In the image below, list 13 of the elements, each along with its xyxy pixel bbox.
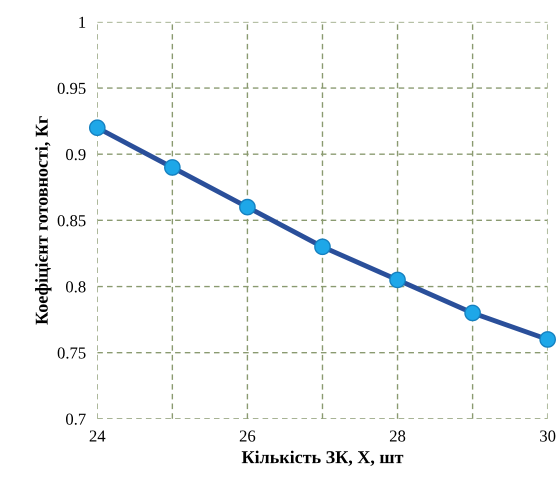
x-axis-title: Кількість ЗК, X, шт xyxy=(242,450,404,466)
x-tick-label: 26 xyxy=(240,430,256,442)
y-tick-label: 0.85 xyxy=(58,215,86,226)
y-tick-label: 0.75 xyxy=(58,347,86,359)
y-axis-title: Коефіцієнт готовності, Кг xyxy=(35,116,52,325)
x-tick-label: 30 xyxy=(540,430,556,442)
y-tick-label: 0.95 xyxy=(58,82,86,94)
y-tick-label: 0.8 xyxy=(66,281,86,293)
y-tick-label: 0.9 xyxy=(66,148,86,160)
x-tick-label: 28 xyxy=(390,430,406,442)
x-tick-label: 24 xyxy=(90,430,106,442)
y-tick-label: 1 xyxy=(79,16,86,28)
y-tick-label: 0.7 xyxy=(66,414,86,425)
